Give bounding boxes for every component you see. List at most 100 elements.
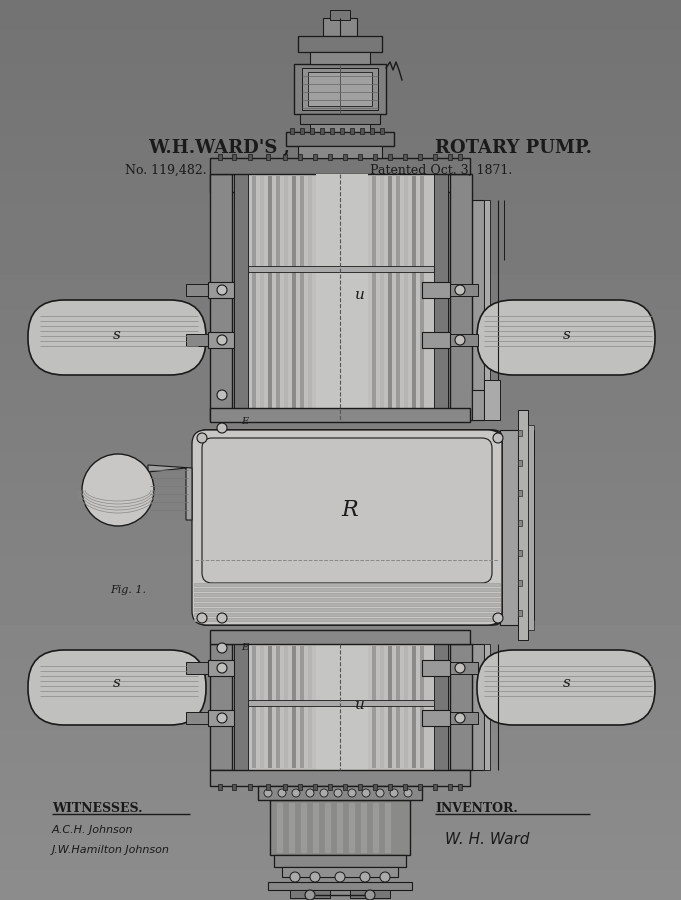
Circle shape: [360, 872, 370, 882]
Text: u: u: [355, 698, 365, 712]
Polygon shape: [300, 128, 304, 134]
Circle shape: [217, 643, 227, 653]
Polygon shape: [258, 786, 422, 800]
Polygon shape: [434, 174, 448, 420]
Circle shape: [455, 335, 465, 345]
Polygon shape: [300, 802, 307, 853]
Polygon shape: [316, 644, 368, 770]
Polygon shape: [372, 802, 379, 853]
Polygon shape: [276, 176, 280, 418]
Polygon shape: [310, 124, 370, 132]
Polygon shape: [266, 784, 270, 790]
Polygon shape: [292, 646, 296, 768]
Polygon shape: [186, 712, 212, 724]
Polygon shape: [388, 176, 392, 418]
Text: INVENTOR.: INVENTOR.: [435, 802, 518, 814]
FancyBboxPatch shape: [28, 650, 206, 725]
Circle shape: [217, 423, 227, 433]
Polygon shape: [268, 176, 272, 418]
Circle shape: [217, 335, 227, 345]
Polygon shape: [313, 784, 317, 790]
Circle shape: [348, 789, 356, 797]
Polygon shape: [194, 618, 500, 621]
Text: W. H. Ward: W. H. Ward: [445, 832, 529, 848]
Circle shape: [278, 789, 286, 797]
Circle shape: [292, 789, 300, 797]
Polygon shape: [316, 174, 368, 420]
Polygon shape: [422, 332, 450, 348]
Polygon shape: [330, 128, 334, 134]
Polygon shape: [234, 644, 248, 770]
Polygon shape: [290, 128, 294, 134]
FancyBboxPatch shape: [28, 300, 206, 375]
Polygon shape: [518, 430, 522, 436]
Text: No. 119,482.: No. 119,482.: [125, 164, 206, 176]
Polygon shape: [450, 644, 472, 770]
Polygon shape: [422, 710, 450, 726]
Polygon shape: [284, 176, 288, 418]
Polygon shape: [472, 200, 484, 420]
Polygon shape: [448, 154, 452, 160]
Polygon shape: [248, 154, 252, 160]
Polygon shape: [316, 646, 320, 768]
Polygon shape: [330, 10, 350, 20]
Polygon shape: [324, 646, 328, 768]
Text: ROTARY PUMP.: ROTARY PUMP.: [435, 139, 592, 157]
Polygon shape: [208, 282, 234, 298]
Text: s: s: [113, 676, 121, 690]
Polygon shape: [356, 176, 360, 418]
Polygon shape: [316, 176, 320, 418]
Polygon shape: [418, 154, 422, 160]
Polygon shape: [210, 630, 470, 644]
Polygon shape: [404, 176, 408, 418]
Polygon shape: [308, 72, 372, 106]
Polygon shape: [260, 646, 264, 768]
Polygon shape: [388, 646, 392, 768]
Polygon shape: [358, 784, 362, 790]
Polygon shape: [298, 146, 382, 158]
Polygon shape: [300, 646, 304, 768]
Polygon shape: [450, 712, 478, 724]
Circle shape: [455, 663, 465, 673]
Circle shape: [306, 789, 314, 797]
Polygon shape: [308, 176, 312, 418]
Polygon shape: [340, 176, 344, 418]
Polygon shape: [412, 176, 416, 418]
Polygon shape: [310, 128, 314, 134]
Polygon shape: [248, 266, 434, 272]
Polygon shape: [276, 646, 280, 768]
Text: A.C.H. Johnson: A.C.H. Johnson: [52, 825, 133, 835]
FancyBboxPatch shape: [477, 650, 655, 725]
Polygon shape: [300, 176, 304, 418]
Polygon shape: [186, 662, 212, 674]
Polygon shape: [248, 644, 434, 770]
Polygon shape: [418, 784, 422, 790]
Polygon shape: [252, 646, 256, 768]
Polygon shape: [380, 176, 384, 418]
Polygon shape: [500, 430, 518, 625]
Polygon shape: [433, 784, 437, 790]
Polygon shape: [288, 802, 295, 853]
Polygon shape: [403, 154, 407, 160]
Polygon shape: [370, 128, 374, 134]
Polygon shape: [332, 176, 336, 418]
FancyBboxPatch shape: [477, 300, 655, 375]
Polygon shape: [364, 646, 368, 768]
Polygon shape: [210, 408, 470, 422]
Polygon shape: [208, 332, 234, 348]
Polygon shape: [290, 890, 330, 898]
Polygon shape: [300, 114, 380, 124]
Circle shape: [404, 789, 412, 797]
Polygon shape: [364, 176, 368, 418]
Polygon shape: [328, 784, 332, 790]
Polygon shape: [396, 176, 400, 418]
Polygon shape: [308, 646, 312, 768]
Polygon shape: [282, 867, 398, 877]
Polygon shape: [360, 128, 364, 134]
Polygon shape: [388, 154, 392, 160]
Polygon shape: [270, 800, 410, 855]
Polygon shape: [284, 646, 288, 768]
Circle shape: [197, 433, 207, 443]
Circle shape: [310, 872, 320, 882]
Polygon shape: [518, 490, 522, 496]
